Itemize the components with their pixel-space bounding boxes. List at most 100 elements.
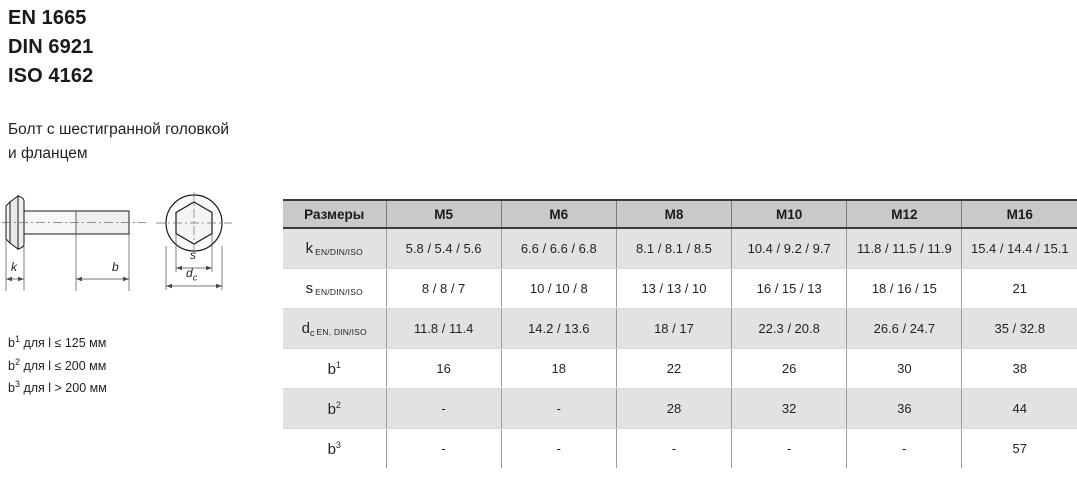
- table-cell: 18 / 17: [615, 308, 732, 349]
- dimension-dc-symbol: d: [186, 266, 193, 280]
- standard-din: DIN 6921: [8, 36, 94, 58]
- table-cell: 32: [731, 388, 847, 429]
- table-cell: 10.4 / 9.2 / 9.7: [731, 228, 847, 269]
- table-cell: 18: [500, 348, 617, 389]
- row-label: b2: [283, 388, 386, 429]
- table-cell: 15.4 / 14.4 / 15.1: [961, 228, 1077, 269]
- table-cell: 26: [731, 348, 847, 389]
- row-label-symbol: k: [305, 240, 314, 257]
- table-cell: 38: [961, 348, 1077, 389]
- table-cell: 26.6 / 24.7: [846, 308, 962, 349]
- table-cell: 13 / 13 / 10: [615, 268, 732, 309]
- dimension-label-k: k: [11, 260, 17, 274]
- footnote-superscript: 1: [14, 334, 20, 344]
- table-cell: 14.2 / 13.6: [500, 308, 617, 349]
- table-cell: 21: [961, 268, 1077, 309]
- table-cell: 28: [615, 388, 732, 429]
- table-row: s EN/DIN/ISO 8 / 8 / 7 10 / 10 / 8 13 / 13 /…: [283, 268, 1077, 309]
- footnote-symbol: b: [8, 358, 15, 373]
- footnote-symbol: b: [8, 381, 15, 396]
- footnote-superscript: 2: [14, 356, 20, 367]
- table-cell: 11.8 / 11.5 / 11.9: [846, 228, 962, 269]
- dimension-label-dc: dc: [186, 266, 197, 282]
- footnote-item: b1 для l ≤ 125 мм: [8, 330, 238, 353]
- description-line-1: Болт с шестигранной головкой: [8, 121, 230, 138]
- row-label-superscript: 2: [335, 399, 341, 410]
- row-label-note: EN/DIN/ISO: [315, 247, 363, 257]
- table-cell: 35 / 32.8: [961, 308, 1077, 349]
- table-cell: -: [615, 428, 732, 468]
- table-cell: -: [500, 388, 617, 429]
- row-label-symbol: d: [301, 320, 310, 337]
- bolt-side-view-svg: [2, 194, 146, 291]
- standards-list: EN 1665 DIN 6921 ISO 4162: [8, 4, 268, 91]
- table-cell: -: [500, 428, 617, 468]
- table-cell: 22.3 / 20.8: [731, 308, 847, 349]
- row-label-note: EN, DIN/ISO: [316, 327, 367, 337]
- table-cell: -: [385, 428, 502, 468]
- row-label-symbol: b: [327, 360, 336, 378]
- table-cell: 10 / 10 / 8: [500, 268, 617, 309]
- table-row: b1 16 18 22 26 30 38: [283, 348, 1077, 389]
- column-header-m6: M6: [500, 199, 617, 229]
- table-cell: 8 / 8 / 7: [385, 268, 502, 309]
- column-header-m12: M12: [846, 199, 962, 229]
- column-header-m10: M10: [731, 199, 847, 229]
- column-header-m16: M16: [961, 199, 1077, 229]
- row-label: dc EN, DIN/ISO: [283, 308, 386, 349]
- row-label: s EN/DIN/ISO: [283, 268, 386, 309]
- column-header-m5: M5: [385, 199, 502, 229]
- table-row: k EN/DIN/ISO 5.8 / 5.4 / 5.6 6.6 / 6.6 / 6.…: [283, 228, 1077, 269]
- table-cell: 36: [846, 388, 962, 429]
- row-label: b3: [283, 429, 386, 469]
- table-header-row: Размеры M5 M6 M8 M10 M12 M16: [283, 199, 1077, 229]
- standard-iso: ISO 4162: [8, 65, 94, 87]
- table-cell: 11.8 / 11.4: [385, 308, 502, 349]
- product-description: Болт с шестигранной головкой и фланцем: [8, 118, 338, 166]
- table-cell: 5.8 / 5.4 / 5.6: [385, 228, 502, 269]
- table-cell: 16 / 15 / 13: [731, 268, 847, 309]
- row-label-symbol: b: [327, 440, 336, 458]
- table-row: b3- - - - -57: [283, 428, 1077, 469]
- table-cell: 30: [846, 348, 962, 389]
- row-label-symbol: b: [327, 400, 336, 418]
- footnote-text: для l ≤ 200 мм: [19, 358, 107, 373]
- bolt-end-view: s dc: [148, 190, 268, 320]
- dimension-label-b: b: [112, 260, 119, 274]
- row-label-superscript: 3: [335, 439, 341, 450]
- table-cell: 22: [615, 348, 732, 389]
- row-label-subscript: c: [309, 328, 315, 338]
- table-cell: 57: [961, 428, 1077, 468]
- row-label-note: EN/DIN/ISO: [315, 287, 363, 297]
- table-cell: 44: [961, 388, 1077, 429]
- column-header-dimensions: Размеры: [283, 199, 386, 229]
- row-label: b1: [283, 348, 386, 389]
- bolt-end-view-svg: [156, 192, 232, 290]
- footnote-list: b1 для l ≤ 125 мм b2 для l ≤ 200 мм b3 д…: [8, 330, 238, 398]
- dimension-dc-subscript: c: [192, 272, 198, 283]
- footnote-item: b3 для l > 200 мм: [8, 375, 238, 398]
- column-header-m8: M8: [615, 199, 732, 229]
- footnote-symbol: b: [8, 336, 15, 351]
- table-cell: 8.1 / 8.1 / 8.5: [615, 228, 732, 269]
- table-cell: 6.6 / 6.6 / 6.8: [500, 228, 617, 269]
- footnote-superscript: 3: [14, 379, 20, 390]
- table-row: dc EN, DIN/ISO 11.8 / 11.4 14.2 / 13.6 18 / …: [283, 308, 1077, 349]
- footnote-text: для l ≤ 125 мм: [19, 336, 107, 351]
- description-line-2: и фланцем: [8, 145, 88, 162]
- specification-table: Размеры M5 M6 M8 M10 M12 M16 k EN/DIN/ISO…: [283, 199, 1077, 468]
- row-label: k EN/DIN/ISO: [283, 228, 386, 269]
- table-cell: -: [846, 428, 962, 468]
- table-cell: 16: [385, 348, 502, 389]
- table-cell: -: [731, 428, 847, 468]
- table-cell: -: [385, 388, 502, 429]
- table-row: b2- -28 32 36 44: [283, 388, 1077, 429]
- row-label-superscript: 1: [335, 359, 341, 370]
- footnote-item: b2 для l ≤ 200 мм: [8, 353, 238, 376]
- row-label-symbol: s: [305, 280, 314, 297]
- table-cell: 18 / 16 / 15: [846, 268, 962, 309]
- bolt-side-view: k b: [0, 193, 150, 303]
- dimension-label-s: s: [190, 248, 196, 262]
- standard-en: EN 1665: [8, 7, 87, 29]
- footnote-text: для l > 200 мм: [19, 381, 107, 396]
